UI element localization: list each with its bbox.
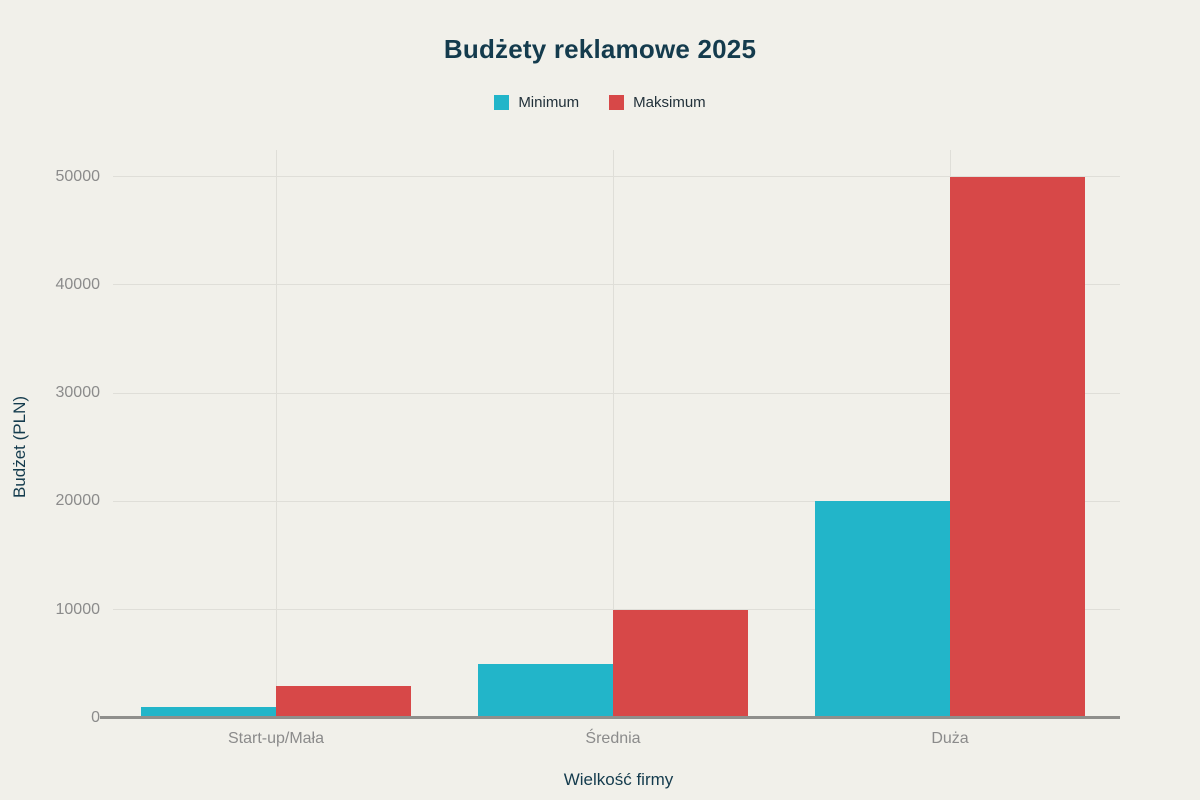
bar-maksimum-3 [950, 176, 1085, 718]
x-tick-label: Duża [931, 730, 969, 747]
bar-minimum-1 [141, 707, 276, 718]
legend: Minimum Maksimum [0, 94, 1200, 111]
y-tick-label: 40000 [55, 275, 101, 293]
x-gridline [613, 150, 614, 718]
legend-swatch-icon [494, 95, 510, 110]
y-gridline [113, 500, 1120, 502]
chart-title: Budżety reklamowe 2025 [443, 34, 757, 64]
y-tick-label: 20000 [55, 492, 101, 510]
legend-swatch-icon [609, 95, 625, 110]
x-axis-line [100, 716, 1120, 719]
y-gridline [113, 176, 1120, 177]
bar-maksimum-1 [276, 685, 411, 718]
legend-label: Maksimum [633, 94, 706, 111]
x-tick-label: Średnia [585, 730, 641, 747]
y-tick-label: 0 [91, 709, 100, 726]
y-gridline [113, 392, 1120, 394]
y-gridline [113, 284, 1120, 286]
y-tick-label: 30000 [55, 384, 101, 402]
x-axis-title: Wielkość firmy [563, 770, 674, 789]
legend-item-minimum: Minimum [494, 94, 579, 111]
bar-maksimum-2 [613, 609, 748, 718]
y-tick-label: 10000 [55, 600, 101, 618]
legend-item-maksimum: Maksimum [609, 94, 706, 111]
x-tick-label: Start-up/Mała [227, 730, 325, 747]
bar-minimum-2 [478, 663, 613, 718]
y-tick-label: 50000 [55, 167, 101, 185]
legend-label: Minimum [518, 94, 580, 111]
x-gridline [276, 150, 277, 718]
bar-minimum-3 [815, 501, 950, 718]
